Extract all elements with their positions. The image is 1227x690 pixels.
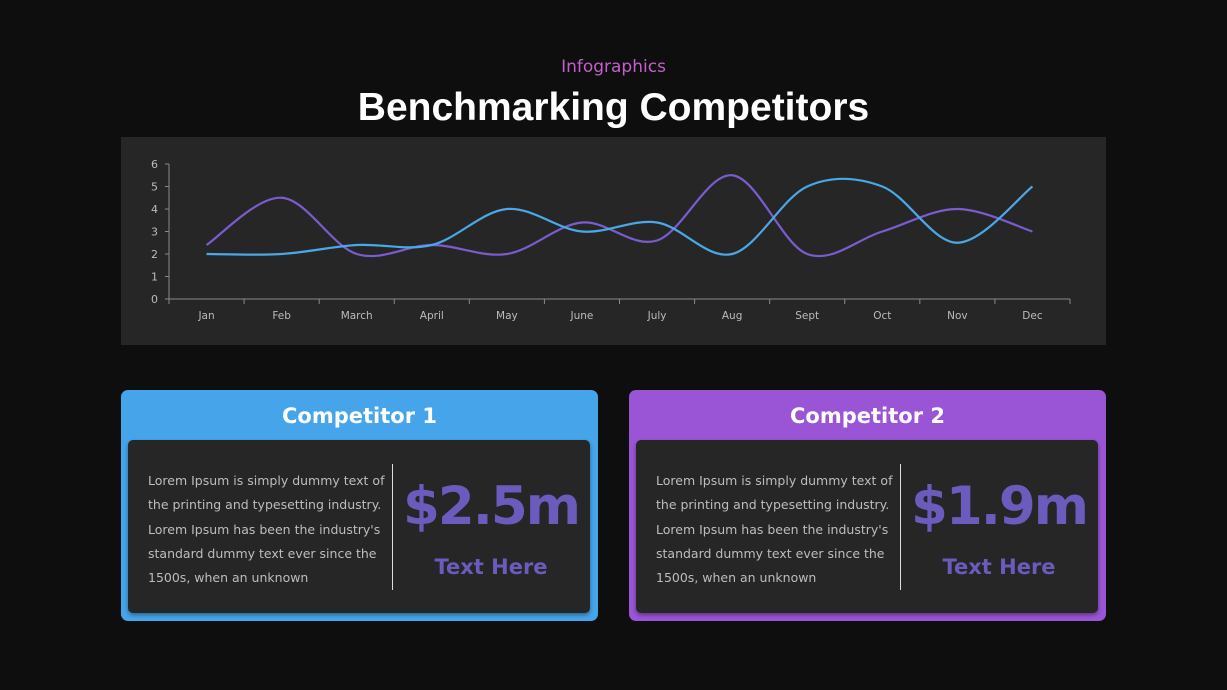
x-tick-label: June [570, 310, 594, 322]
card-content: Lorem Ipsum is simply dummy text of the … [128, 440, 590, 613]
competitor-2-card: Competitor 2 Lorem Ipsum is simply dummy… [629, 390, 1106, 621]
y-tick-label: 2 [151, 248, 158, 261]
y-tick-label: 6 [151, 158, 158, 171]
divider [900, 464, 901, 590]
card-caption: Text Here [942, 555, 1056, 579]
line-chart: 0 1 2 3 4 5 6 Jan Feb March April May June July Aug Sep… [151, 158, 1071, 322]
card-caption: Text Here [434, 555, 548, 579]
x-tick-label: May [496, 310, 518, 322]
x-tick-label: Oct [873, 310, 891, 322]
card-body-text: Lorem Ipsum is simply dummy text of the … [148, 473, 385, 586]
series-line [205, 174, 1033, 258]
x-tick-label: Aug [722, 310, 743, 322]
x-tick-label: Feb [272, 310, 291, 322]
y-tick-label: 0 [151, 293, 158, 306]
y-tick-label: 5 [151, 181, 158, 194]
card-content: Lorem Ipsum is simply dummy text of the … [636, 440, 1098, 613]
series-line [206, 177, 1034, 256]
competitor-1-card: Competitor 1 Lorem Ipsum is simply dummy… [121, 390, 598, 621]
x-tick-label: April [420, 310, 444, 322]
x-tick-label: March [341, 310, 373, 322]
card-title: Competitor 1 [282, 404, 437, 428]
divider [392, 464, 393, 590]
card-value: $2.5m [403, 476, 581, 537]
y-tick-label: 1 [151, 271, 158, 284]
x-tick-label: Dec [1022, 310, 1043, 322]
x-tick-label: Nov [947, 310, 968, 322]
line-chart-panel: 0 1 2 3 4 5 6 Jan Feb March April May June July Aug Sep… [121, 137, 1106, 345]
x-tick-label: July [647, 310, 667, 322]
y-tick-label: 3 [151, 226, 158, 239]
subtitle: Infographics [561, 57, 666, 77]
y-tick-label: 4 [151, 203, 158, 216]
page-title: Benchmarking Competitors [357, 86, 870, 129]
card-value: $1.9m [911, 476, 1089, 537]
x-tick-label: Jan [197, 310, 214, 322]
x-tick-label: Sept [795, 310, 819, 322]
card-title: Competitor 2 [790, 404, 945, 428]
card-body-text: Lorem Ipsum is simply dummy text of the … [656, 473, 893, 586]
